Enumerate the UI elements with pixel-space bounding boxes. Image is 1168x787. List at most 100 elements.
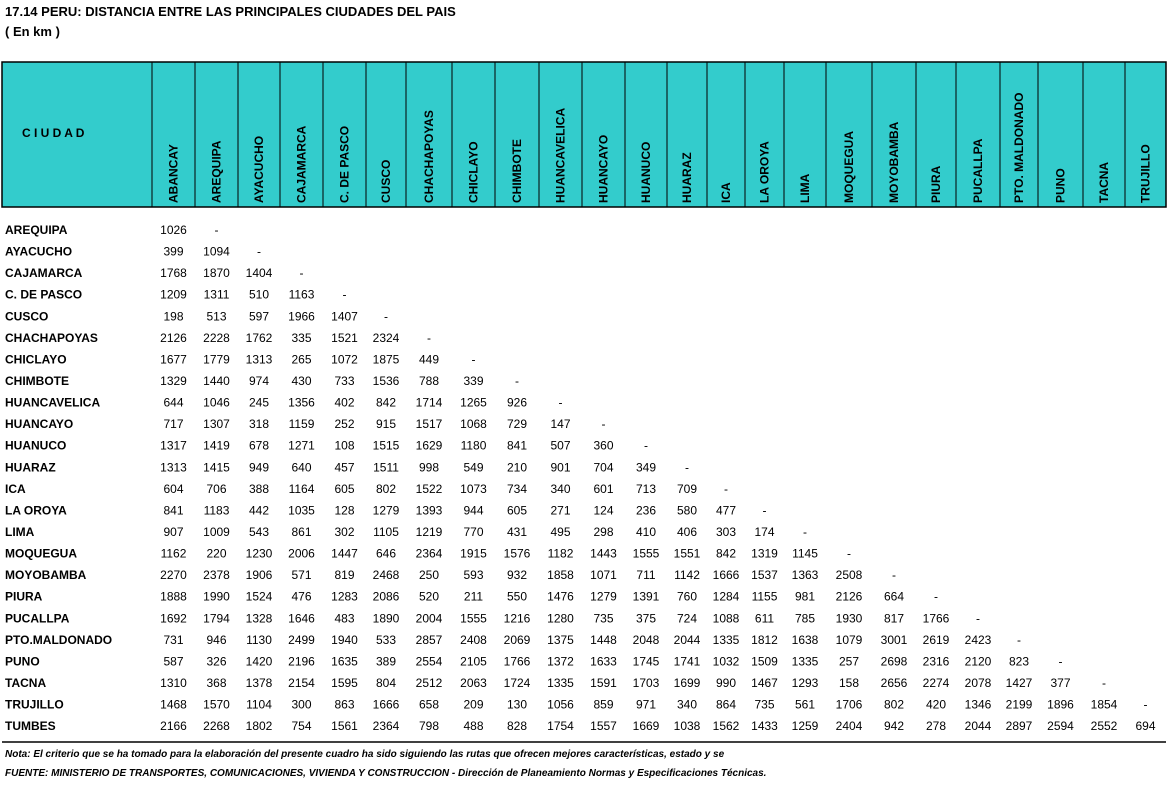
cell: 406 [677, 525, 697, 539]
cell: 841 [163, 503, 183, 517]
cell: 644 [163, 396, 183, 410]
cell: 1071 [590, 568, 617, 582]
column-header: ICA [719, 182, 733, 203]
cell: 1393 [416, 503, 443, 517]
cell: 1317 [160, 439, 187, 453]
column-header: HUANUCO [639, 142, 653, 203]
cell: - [215, 223, 219, 237]
note: Nota: El criterio que se ha tomado para … [5, 749, 725, 760]
cell: 1311 [204, 288, 230, 302]
cell: 1363 [792, 568, 819, 582]
cell: 1404 [246, 266, 273, 280]
header-band [1, 61, 1167, 208]
cell: 804 [376, 676, 396, 690]
cell: 561 [795, 698, 815, 712]
cell: 402 [334, 396, 354, 410]
cell: 430 [291, 374, 311, 388]
cell: 842 [716, 547, 736, 561]
cell: 1633 [590, 654, 617, 668]
cell: 709 [677, 482, 697, 496]
cell: 2324 [373, 331, 400, 345]
cell: 1812 [751, 633, 778, 647]
cell: 724 [677, 611, 697, 625]
cell: 1038 [674, 719, 701, 733]
cell: 823 [1009, 654, 1029, 668]
cell: 520 [419, 590, 439, 604]
cell: 1754 [547, 719, 574, 733]
cell: 942 [884, 719, 904, 733]
cell: 1026 [160, 223, 187, 237]
cell: 1105 [373, 525, 399, 539]
cell: 1279 [373, 503, 400, 517]
cell: 1854 [1091, 698, 1118, 712]
cell: - [1059, 654, 1063, 668]
cell: 252 [334, 417, 354, 431]
cell: 1440 [203, 374, 230, 388]
row-label: HUANCAYO [5, 417, 73, 431]
cell: 1280 [547, 611, 574, 625]
row-label: CHACHAPOYAS [5, 331, 98, 345]
cell: 124 [593, 503, 613, 517]
cell: 735 [593, 611, 613, 625]
cell: 158 [839, 676, 859, 690]
cell: 1768 [160, 266, 187, 280]
cell: 1391 [633, 590, 660, 604]
cell: 1068 [460, 417, 487, 431]
cell: 513 [206, 309, 226, 323]
cell: 2105 [460, 654, 487, 668]
cell: 1940 [331, 633, 358, 647]
cell: 863 [334, 698, 354, 712]
cell: 2126 [160, 331, 187, 345]
column-header: HUANCAVELICA [554, 108, 568, 203]
cell: 819 [334, 568, 354, 582]
cell: 694 [1135, 719, 1155, 733]
cell: 510 [249, 288, 269, 302]
cell: 859 [593, 698, 613, 712]
cell: 1375 [547, 633, 574, 647]
cell: 1467 [751, 676, 778, 690]
cell: 2619 [923, 633, 950, 647]
cell: 926 [507, 396, 527, 410]
cell: 735 [754, 698, 774, 712]
cell: 211 [464, 590, 483, 604]
cell: 785 [795, 611, 815, 625]
cell: 1372 [547, 654, 574, 668]
cell: 1561 [331, 719, 358, 733]
cell: 1162 [161, 547, 187, 561]
column-header: PIURA [929, 165, 943, 203]
cell: 1703 [633, 676, 660, 690]
column-header: TRUJILLO [1139, 144, 1153, 203]
cell: 713 [636, 482, 656, 496]
cell: 1307 [203, 417, 230, 431]
cell: 1433 [751, 719, 778, 733]
column-header: MOYOBAMBA [887, 121, 901, 203]
cell: 587 [163, 654, 183, 668]
cell: 543 [249, 525, 269, 539]
cell: 611 [755, 611, 774, 625]
cell: 1335 [713, 633, 740, 647]
cell: 1155 [752, 590, 778, 604]
cell: 1890 [373, 611, 400, 625]
cell: - [384, 309, 388, 323]
cell: 245 [249, 396, 269, 410]
cell: 2006 [288, 547, 315, 561]
cell: 1741 [674, 654, 701, 668]
cell: 298 [593, 525, 613, 539]
row-label: PUNO [5, 654, 40, 668]
cell: 457 [334, 460, 354, 474]
cell: 971 [636, 698, 656, 712]
column-header: CUSCO [379, 160, 393, 203]
cell: 265 [291, 352, 311, 366]
cell: 2086 [373, 590, 400, 604]
cell: 1745 [633, 654, 660, 668]
column-header: C. DE PASCO [338, 126, 352, 203]
cell: 147 [550, 417, 570, 431]
cell: 1766 [923, 611, 950, 625]
cell: 300 [291, 698, 311, 712]
cell: 1216 [504, 611, 531, 625]
cell: 1706 [836, 698, 863, 712]
title: 17.14 PERU: DISTANCIA ENTRE LAS PRINCIPA… [5, 4, 456, 19]
cell: 3001 [881, 633, 908, 647]
cell: 2423 [965, 633, 992, 647]
row-label: CAJAMARCA [5, 266, 83, 280]
